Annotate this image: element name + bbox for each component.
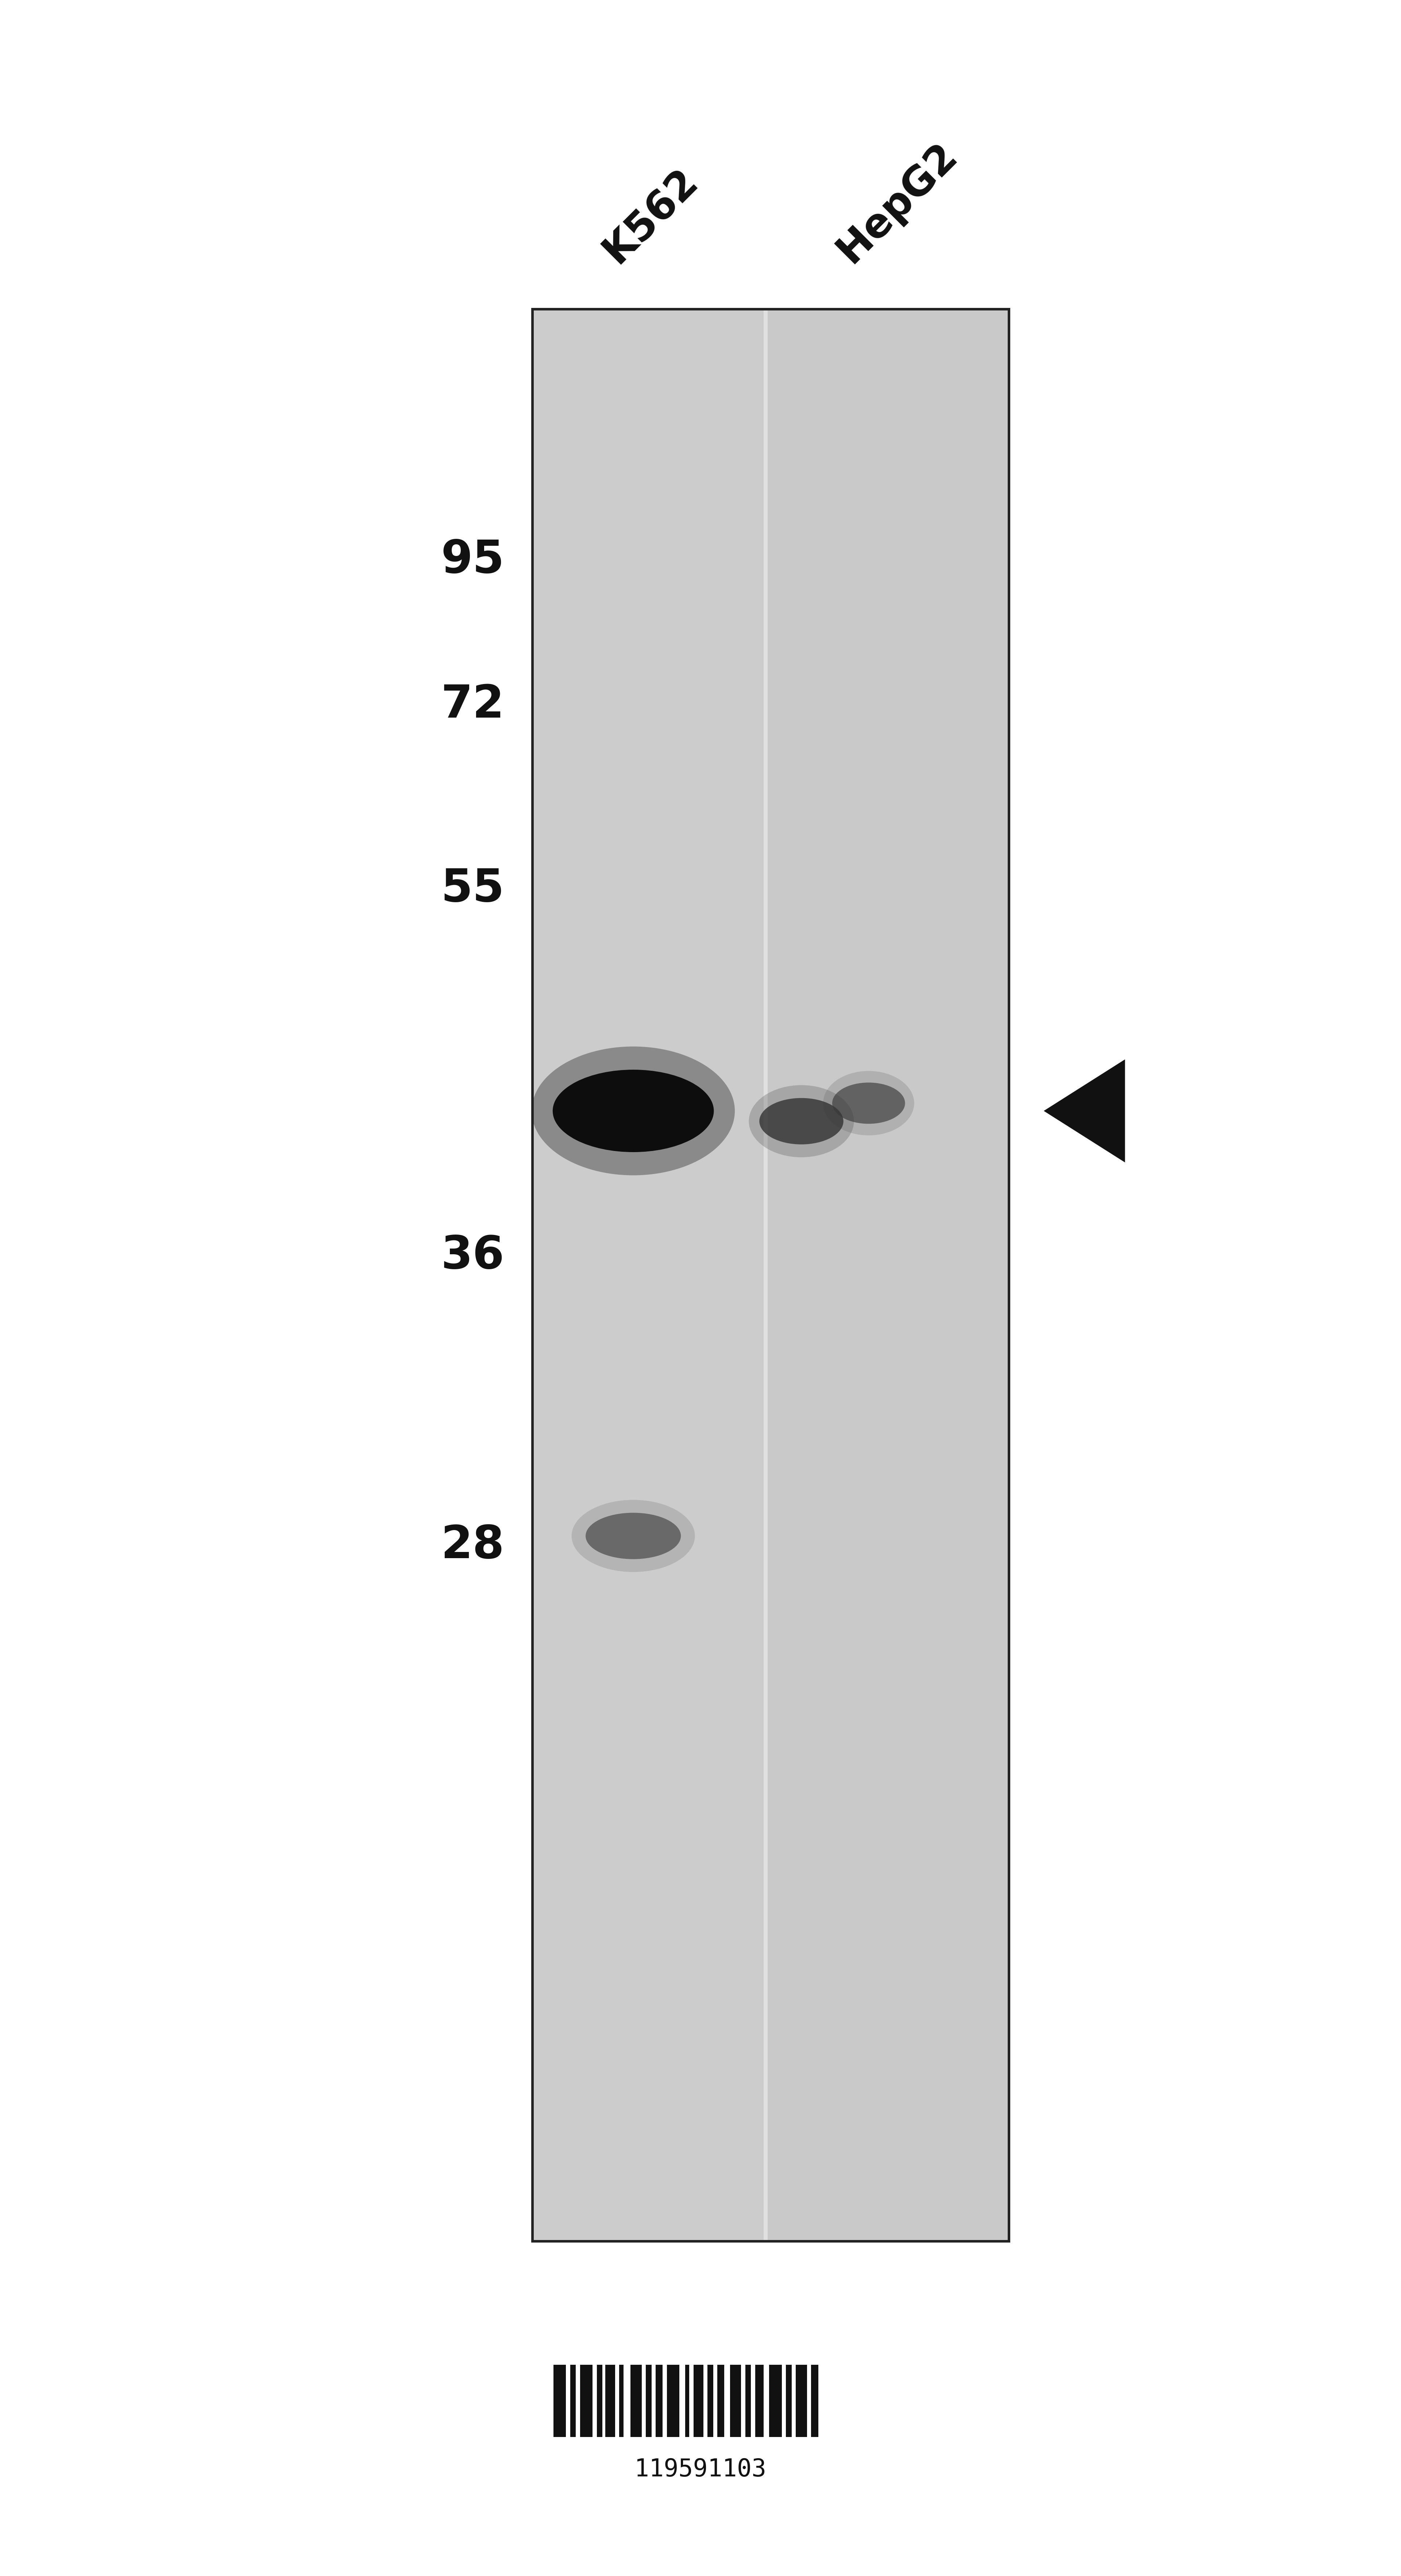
Text: 95: 95	[441, 538, 504, 582]
Bar	[532, 309, 1009, 2241]
Ellipse shape	[586, 1512, 681, 1558]
Bar	[755, 2365, 764, 2437]
Bar	[786, 2365, 792, 2437]
Bar	[685, 2365, 689, 2437]
Bar	[667, 2365, 679, 2437]
Bar	[597, 2365, 602, 2437]
Bar	[693, 2365, 703, 2437]
Text: 119591103: 119591103	[635, 2458, 766, 2481]
Bar	[768, 309, 1009, 2241]
Bar	[619, 2365, 623, 2437]
Ellipse shape	[572, 1499, 695, 1571]
Bar	[811, 2365, 818, 2437]
Ellipse shape	[824, 1072, 915, 1136]
Ellipse shape	[832, 1082, 905, 1123]
Text: HepG2: HepG2	[829, 137, 965, 270]
Text: 36: 36	[441, 1234, 504, 1278]
Text: 72: 72	[441, 683, 504, 726]
Ellipse shape	[759, 1097, 843, 1144]
Bar	[717, 2365, 724, 2437]
Polygon shape	[1044, 1059, 1125, 1162]
Bar	[730, 2365, 741, 2437]
Bar	[656, 2365, 663, 2437]
Text: 55: 55	[441, 866, 504, 912]
Ellipse shape	[532, 1046, 734, 1175]
Bar	[553, 2365, 566, 2437]
Bar	[570, 2365, 576, 2437]
Bar	[532, 309, 1009, 2241]
Bar	[745, 2365, 751, 2437]
Bar	[580, 2365, 593, 2437]
Ellipse shape	[748, 1084, 855, 1157]
Bar	[764, 309, 768, 2241]
Bar	[630, 2365, 642, 2437]
Bar	[796, 2365, 807, 2437]
Bar	[532, 309, 764, 2241]
Text: K562: K562	[595, 160, 706, 270]
Bar	[646, 2365, 651, 2437]
Ellipse shape	[552, 1069, 713, 1151]
Bar	[769, 2365, 782, 2437]
Bar	[605, 2365, 615, 2437]
Bar	[708, 2365, 713, 2437]
Text: 28: 28	[441, 1522, 504, 1569]
